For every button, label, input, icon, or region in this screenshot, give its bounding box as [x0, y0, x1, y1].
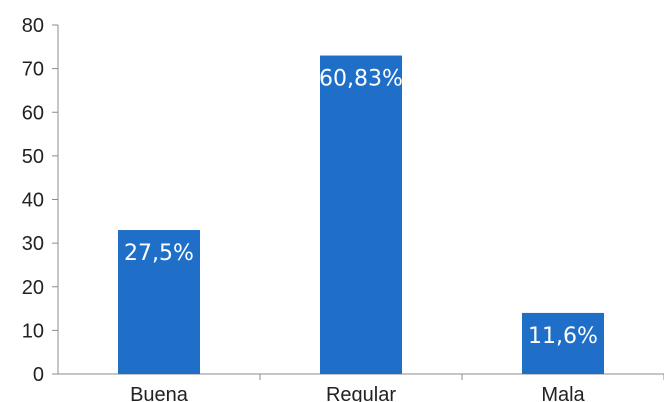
- y-axis-ticks: 0 10 20 30 40 50 60 70 80: [22, 15, 58, 386]
- data-labels: 27,5% 60,83% 11,6%: [124, 67, 598, 349]
- y-tick-label: 50: [22, 146, 44, 168]
- x-axis-labels: Buena Regular Mala: [130, 384, 585, 402]
- data-label-buena: 27,5%: [124, 241, 194, 266]
- y-tick-label: 70: [22, 59, 44, 81]
- data-label-mala: 11,6%: [528, 324, 598, 349]
- y-tick-label: 80: [22, 15, 44, 37]
- x-label-buena: Buena: [130, 384, 189, 402]
- y-tick-label: 10: [22, 320, 44, 342]
- bar-mala: [522, 312, 604, 374]
- bar-buena: [118, 230, 200, 374]
- bars: [118, 55, 604, 374]
- x-label-mala: Mala: [541, 384, 585, 402]
- y-tick-label: 20: [22, 277, 44, 299]
- bar-regular: [320, 55, 402, 374]
- y-tick-label: 0: [33, 364, 44, 386]
- x-label-regular: Regular: [326, 384, 396, 402]
- data-label-regular: 60,83%: [319, 67, 403, 92]
- y-tick-label: 40: [22, 190, 44, 212]
- y-tick-label: 60: [22, 102, 44, 124]
- y-tick-label: 30: [22, 233, 44, 255]
